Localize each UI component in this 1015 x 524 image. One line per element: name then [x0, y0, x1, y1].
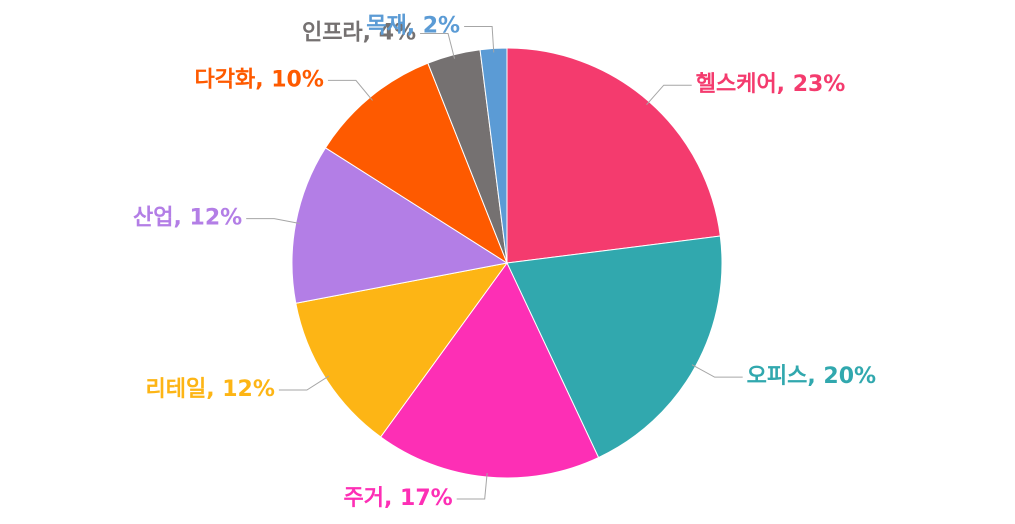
leader-line: [464, 25, 495, 53]
leader-line: [278, 375, 330, 391]
data-label: 오피스, 20%: [747, 364, 876, 389]
data-label: 목재, 2%: [366, 13, 460, 38]
data-label: 산업, 12%: [133, 206, 242, 231]
data-label: 다각화, 10%: [195, 67, 324, 92]
leader-line: [246, 218, 300, 224]
data-label: 주거, 17%: [344, 486, 453, 511]
leader-line: [420, 32, 456, 59]
leader-line: [691, 364, 743, 378]
leader-line: [456, 473, 488, 500]
data-label: 헬스케어, 23%: [696, 72, 846, 97]
data-label: 인프라, 4%: [302, 20, 416, 45]
leader-line: [646, 84, 692, 106]
pie-slice: [506, 47, 721, 264]
data-label: 리테일, 12%: [145, 377, 274, 402]
leader-line: [327, 79, 373, 101]
